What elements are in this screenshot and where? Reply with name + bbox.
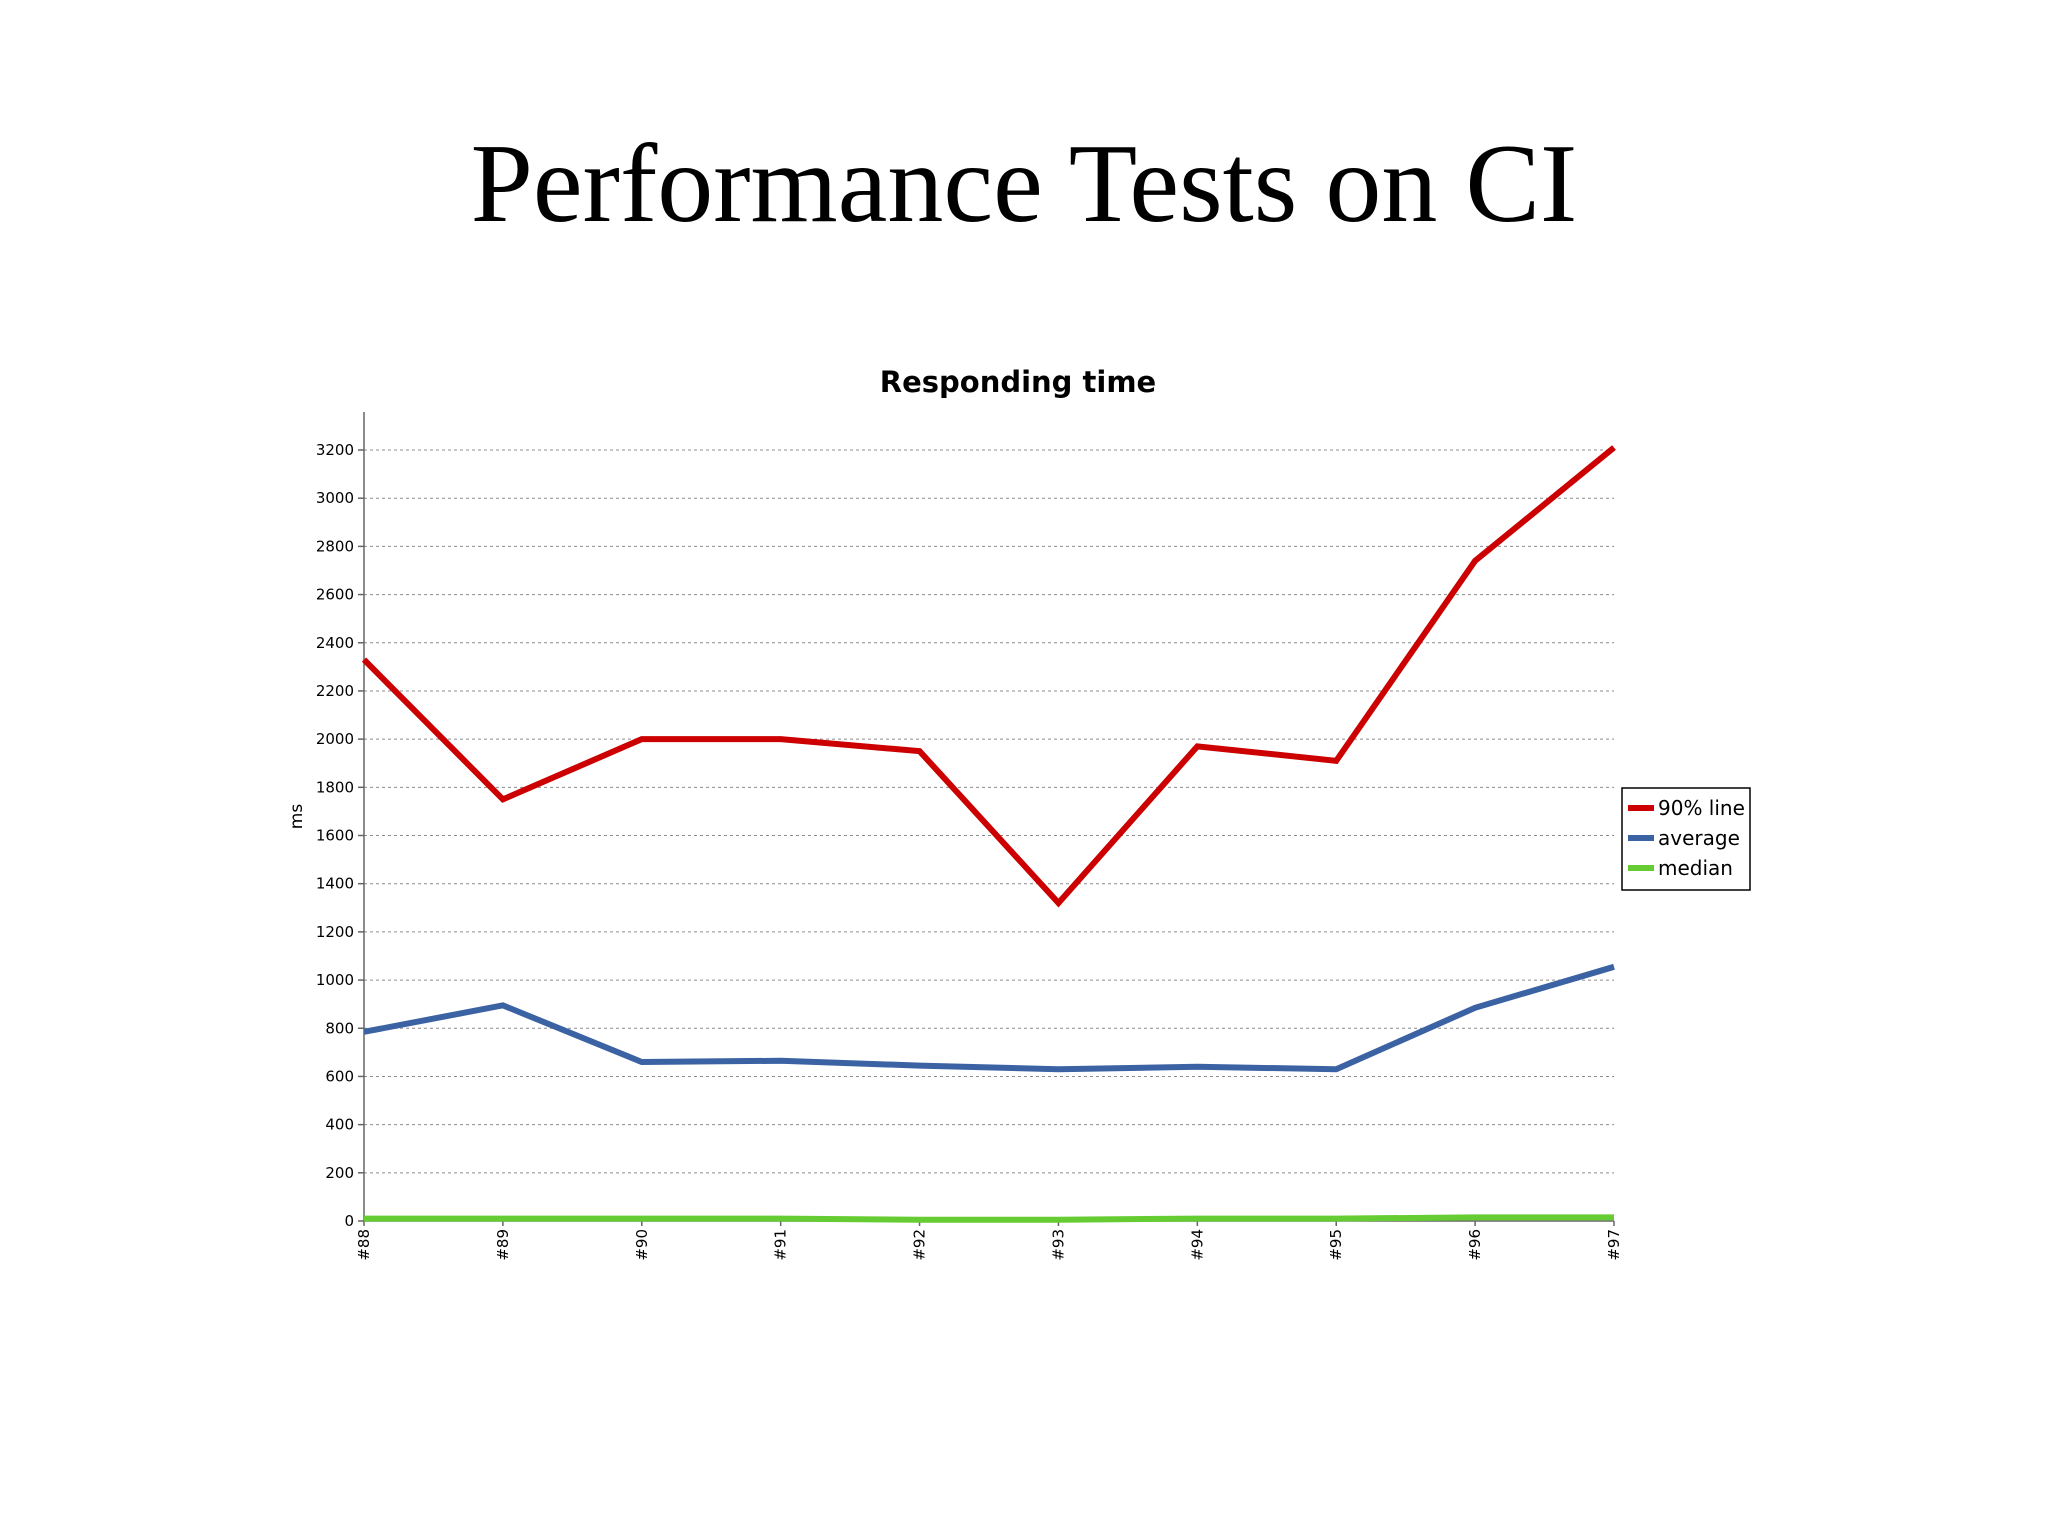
- y-tick-label: 2000: [316, 730, 354, 748]
- y-tick-label: 800: [325, 1019, 354, 1037]
- y-tick-label: 1400: [316, 875, 354, 893]
- y-tick-label: 1000: [316, 971, 354, 989]
- x-tick-label: #90: [633, 1229, 651, 1261]
- series-line-2: [364, 1214, 1614, 1223]
- x-tick-label: #89: [494, 1229, 512, 1261]
- x-tick-label: #91: [772, 1229, 790, 1261]
- y-tick-label: 2400: [316, 634, 354, 652]
- y-axis-label: ms: [287, 804, 307, 830]
- y-tick-label: 1200: [316, 923, 354, 941]
- y-tick-label: 2800: [316, 537, 354, 555]
- series-lines: [361, 445, 1616, 1223]
- x-tick-label: #95: [1327, 1229, 1345, 1261]
- y-tick-label: 3200: [316, 441, 354, 459]
- y-tick-label: 600: [325, 1067, 354, 1085]
- y-tick-label: 400: [325, 1116, 354, 1134]
- grid-lines: [364, 449, 1614, 1174]
- y-tick-label: 200: [325, 1164, 354, 1182]
- series-line-0: [361, 445, 1616, 908]
- legend-label: 90% line: [1658, 796, 1745, 820]
- y-tick-label: 3000: [316, 489, 354, 507]
- x-tick-label: #94: [1188, 1229, 1206, 1261]
- x-tick-labels: #88 #89 #90 #91 #92 #93 #94 #95 #96 #97: [355, 1221, 1623, 1261]
- chart-title: Responding time: [880, 365, 1156, 399]
- x-tick-label: #88: [355, 1229, 373, 1261]
- x-tick-label: #93: [1049, 1229, 1067, 1261]
- x-tick-label: #92: [911, 1229, 929, 1261]
- y-tick-labels: 0 200 400 600 800 1000 1200 1400 1600 1800 2000 220…: [316, 441, 364, 1230]
- slide-title: Performance Tests on CI: [470, 122, 1578, 246]
- x-tick-label: #96: [1466, 1229, 1484, 1261]
- y-tick-label: 2200: [316, 682, 354, 700]
- y-tick-label: 1600: [316, 827, 354, 845]
- x-tick-label: #97: [1605, 1229, 1623, 1261]
- legend: 90% line average median: [1621, 787, 1751, 891]
- y-tick-label: 2600: [316, 586, 354, 604]
- y-tick-label: 0: [344, 1212, 354, 1230]
- y-tick-label: 1800: [316, 778, 354, 796]
- series-line-1: [363, 963, 1615, 1073]
- legend-label: median: [1658, 856, 1733, 880]
- legend-label: average: [1658, 826, 1740, 850]
- axes: [363, 412, 1614, 1222]
